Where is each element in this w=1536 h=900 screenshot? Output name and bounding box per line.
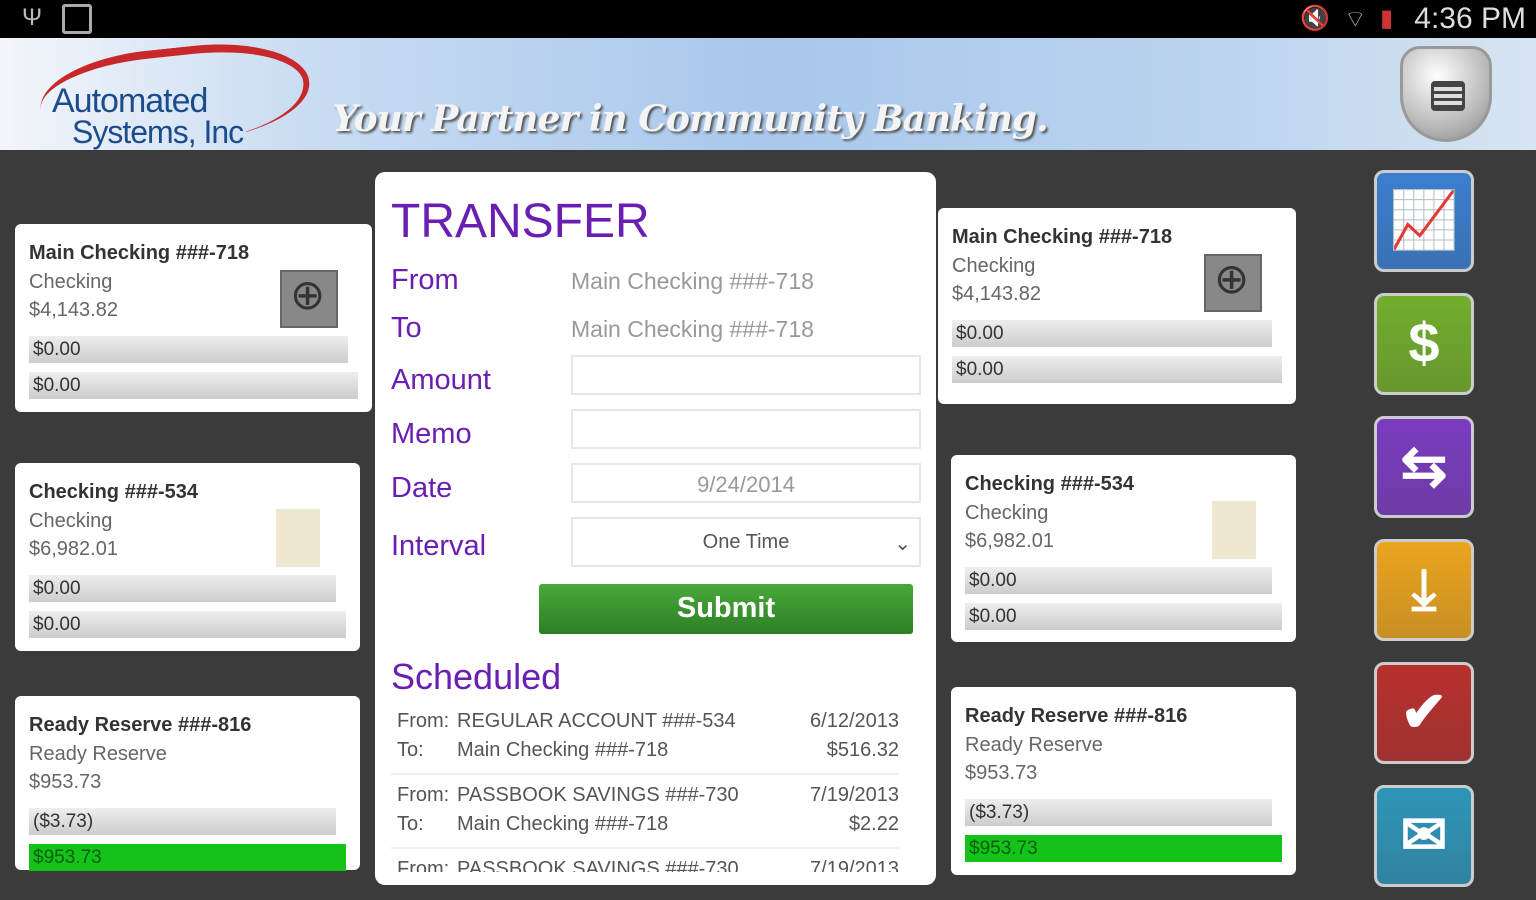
memo-label: Memo (391, 418, 472, 450)
account-balance: $4,143.82 (952, 283, 1041, 305)
interval-select[interactable]: One Time ⌄ (571, 517, 921, 567)
account-balance: $4,143.82 (29, 299, 118, 321)
nav-bank-chart-button[interactable]: 📈 (1374, 170, 1474, 272)
interval-label: Interval (391, 530, 487, 562)
clock: 4:36 PM (1414, 2, 1526, 35)
pending-bar: $0.00 (29, 575, 336, 602)
pending-bar: ($3.73) (965, 799, 1272, 826)
from-account: PASSBOOK SAVINGS ###-730 (457, 858, 739, 872)
crosshair-icon[interactable] (1204, 254, 1262, 312)
nav-deposit-download-button[interactable]: ⤓ (1374, 539, 1474, 641)
available-bar: $0.00 (29, 611, 346, 638)
dollar-icon: $ (1408, 311, 1440, 374)
pending-bar: $0.00 (29, 336, 348, 363)
scheduled-date: 7/19/2013 (810, 858, 899, 872)
available-bar: $953.73 (29, 844, 346, 871)
to-account: Main Checking ###-718 (457, 739, 669, 761)
pending-bar: $0.00 (965, 567, 1272, 594)
account-card[interactable]: Ready Reserve ###-816 Ready Reserve $953… (951, 687, 1296, 875)
from-account: PASSBOOK SAVINGS ###-730 (457, 784, 739, 806)
available-bar: $0.00 (29, 372, 358, 399)
nav-checkmark-button[interactable]: ✔ (1374, 662, 1474, 764)
nav-contact-mail-button[interactable]: ✉ (1374, 785, 1474, 887)
banner: Automated Systems, Inc Your Partner in C… (0, 34, 1536, 157)
account-balance: $953.73 (965, 762, 1038, 784)
account-card[interactable]: Checking ###-534 Checking $6,982.01 $0.0… (951, 455, 1296, 642)
account-type: Ready Reserve (29, 743, 167, 765)
account-name: Main Checking ###-718 (952, 226, 1173, 248)
account-name: Main Checking ###-718 (29, 242, 250, 264)
battery-icon: ▮ (1380, 5, 1394, 32)
transfer-arrows-icon: ⇆ (1400, 434, 1448, 497)
to-label: To (391, 312, 422, 344)
transfer-panel: TRANSFER From Main Checking ###-718 To M… (375, 172, 936, 885)
nav-dollar-button[interactable]: $ (1374, 293, 1474, 395)
portrait-icon (1212, 501, 1256, 559)
company-logo: Automated Systems, Inc (30, 34, 315, 157)
deposit-download-icon: ⤓ (1411, 557, 1437, 620)
to-label: To: (397, 813, 424, 835)
pending-bar: $0.00 (952, 320, 1272, 347)
account-type: Ready Reserve (965, 734, 1103, 756)
available-bar: $0.00 (965, 603, 1282, 630)
account-name: Ready Reserve ###-816 (29, 714, 252, 736)
crosshair-icon[interactable] (280, 270, 338, 328)
mute-icon: 🔇 (1300, 5, 1330, 32)
tagline: Your Partner in Community Banking. (332, 98, 1049, 140)
scheduled-amount: $516.32 (826, 739, 899, 761)
memo-input[interactable] (571, 409, 921, 449)
account-name: Ready Reserve ###-816 (965, 705, 1188, 727)
date-label: Date (391, 472, 453, 504)
account-type: Checking (29, 271, 113, 293)
scheduled-item[interactable]: From: PASSBOOK SAVINGS ###-730 7/19/2013… (391, 776, 899, 849)
to-label: To: (397, 739, 424, 761)
wifi-icon: ⌔ (1344, 6, 1367, 33)
bank-chart-icon: 📈 (1389, 188, 1459, 251)
from-label: From: (397, 710, 450, 732)
status-bar: Ψ 🔇 ⌔ ▮ 4:36 PM (0, 0, 1536, 38)
from-label: From: (397, 858, 450, 872)
scheduled-item[interactable]: From: REGULAR ACCOUNT ###-534 6/12/2013 … (391, 702, 899, 775)
scheduled-amount: $2.22 (848, 813, 899, 835)
account-type: Checking (29, 510, 113, 532)
account-type: Checking (952, 255, 1036, 277)
chevron-down-icon: ⌄ (894, 533, 911, 555)
amount-input[interactable] (571, 355, 921, 395)
from-label: From (391, 264, 459, 296)
pending-bar: ($3.73) (29, 808, 336, 835)
from-account: REGULAR ACCOUNT ###-534 (457, 710, 736, 732)
contact-mail-icon: ✉ (1400, 803, 1448, 866)
scheduled-item[interactable]: From: PASSBOOK SAVINGS ###-730 7/19/2013 (391, 850, 899, 872)
account-name: Checking ###-534 (965, 473, 1134, 495)
account-balance: $6,982.01 (965, 530, 1054, 552)
account-card[interactable]: Main Checking ###-718 Checking $4,143.82… (15, 224, 372, 412)
available-bar: $953.73 (965, 835, 1282, 862)
to-select[interactable]: Main Checking ###-718 (571, 316, 814, 342)
account-card[interactable]: Checking ###-534 Checking $6,982.01 $0.0… (15, 463, 360, 651)
scheduled-date: 6/12/2013 (810, 710, 899, 732)
account-card[interactable]: Main Checking ###-718 Checking $4,143.82… (938, 208, 1296, 404)
account-name: Checking ###-534 (29, 481, 198, 503)
date-input[interactable]: 9/24/2014 (571, 463, 921, 503)
to-account: Main Checking ###-718 (457, 813, 669, 835)
from-label: From: (397, 784, 450, 806)
scheduled-heading: Scheduled (391, 656, 562, 697)
amount-label: Amount (391, 364, 491, 396)
available-bar: $0.00 (952, 356, 1282, 383)
checkmark-icon: ✔ (1400, 680, 1448, 743)
usb-icon: Ψ (22, 4, 43, 31)
page-title: TRANSFER (391, 195, 650, 248)
security-shield-icon[interactable] (1400, 46, 1492, 142)
scheduled-date: 7/19/2013 (810, 784, 899, 806)
submit-button[interactable]: Submit (539, 584, 913, 634)
image-icon (62, 4, 92, 34)
from-select[interactable]: Main Checking ###-718 (571, 268, 814, 294)
account-balance: $6,982.01 (29, 538, 118, 560)
account-type: Checking (965, 502, 1049, 524)
portrait-icon (276, 509, 320, 567)
nav-transfer-arrows-button[interactable]: ⇆ (1374, 416, 1474, 518)
account-card[interactable]: Ready Reserve ###-816 Ready Reserve $953… (15, 696, 360, 871)
account-balance: $953.73 (29, 771, 102, 793)
